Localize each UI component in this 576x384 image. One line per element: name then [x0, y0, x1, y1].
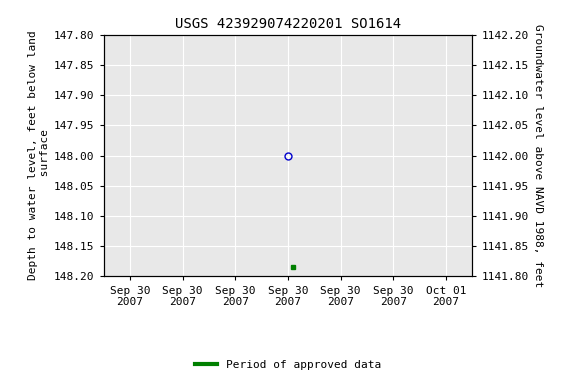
Legend: Period of approved data: Period of approved data: [191, 356, 385, 375]
Title: USGS 423929074220201 SO1614: USGS 423929074220201 SO1614: [175, 17, 401, 31]
Y-axis label: Groundwater level above NAVD 1988, feet: Groundwater level above NAVD 1988, feet: [533, 24, 543, 287]
Y-axis label: Depth to water level, feet below land
 surface: Depth to water level, feet below land su…: [28, 31, 50, 280]
